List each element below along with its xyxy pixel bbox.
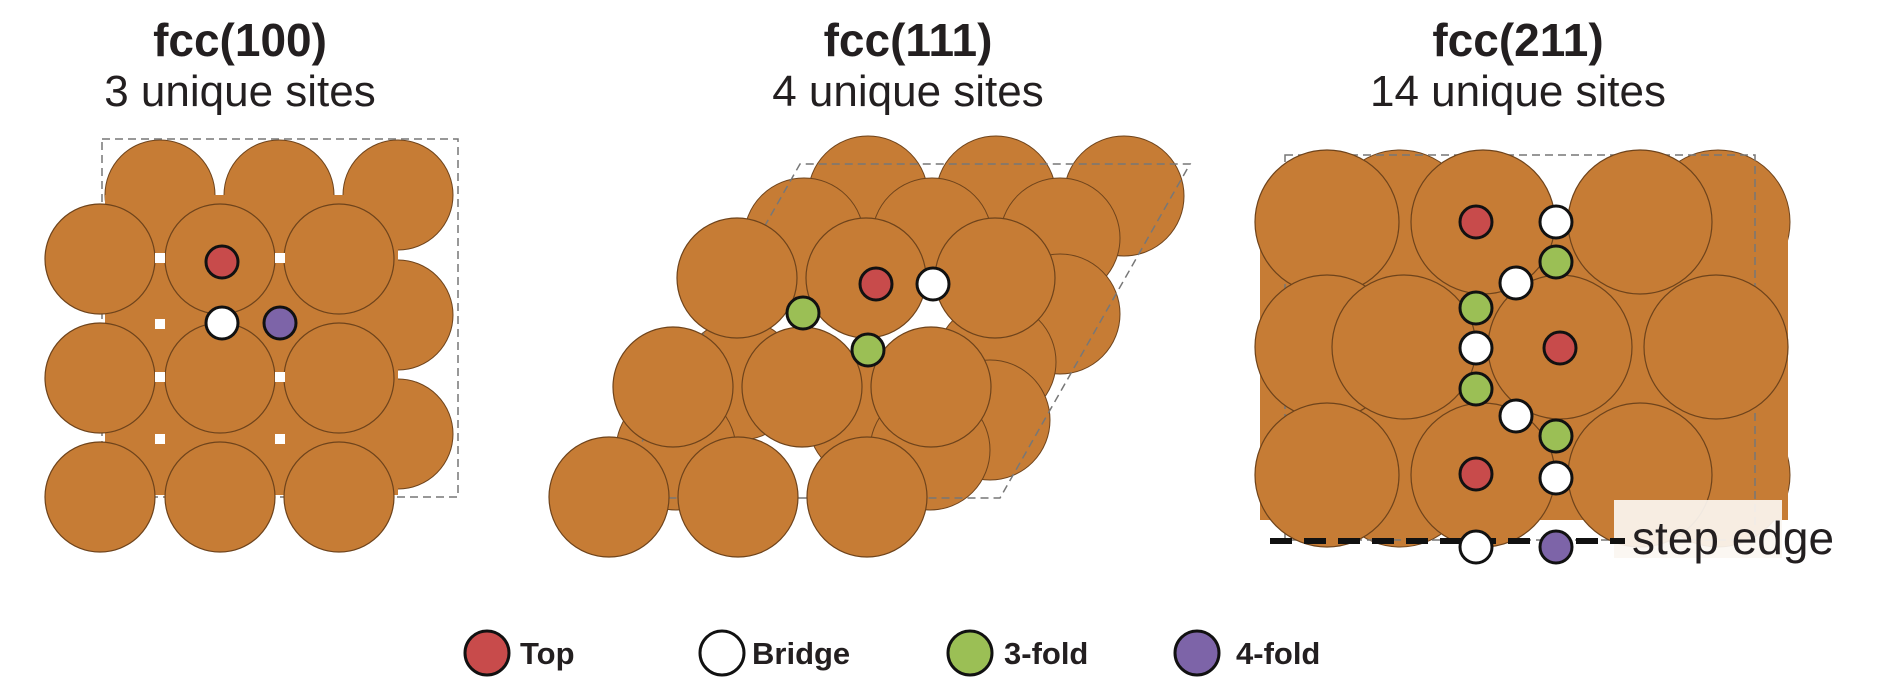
atom bbox=[741, 326, 863, 448]
hollow-gap bbox=[155, 372, 165, 382]
top-site bbox=[1458, 204, 1494, 240]
atom bbox=[164, 441, 276, 553]
threefold-site bbox=[1538, 244, 1574, 280]
threefold-site bbox=[1538, 418, 1574, 454]
atom-layer-top bbox=[44, 203, 395, 553]
threefold-site bbox=[1458, 290, 1494, 326]
legend-label: Top bbox=[520, 636, 575, 671]
atom bbox=[1254, 402, 1400, 548]
fourfold-site bbox=[262, 305, 298, 341]
step-edge-label: step edge bbox=[1632, 512, 1834, 564]
panel-title: fcc(111) bbox=[824, 14, 993, 66]
atom bbox=[934, 217, 1056, 339]
legend: Top Bridge 3-fold 4-fold bbox=[463, 629, 1320, 677]
atom bbox=[677, 436, 799, 558]
atom bbox=[612, 326, 734, 448]
threefold-site bbox=[1458, 371, 1494, 407]
hollow-gap bbox=[275, 253, 285, 263]
legend-swatch-top bbox=[463, 629, 511, 677]
panel-subtitle: 4 unique sites bbox=[772, 67, 1044, 116]
label-backdrop bbox=[1614, 500, 1782, 558]
legend-swatch-bridge bbox=[698, 629, 746, 677]
atom bbox=[676, 217, 798, 339]
bridge-site bbox=[1498, 265, 1534, 301]
bridge-site bbox=[1458, 529, 1494, 565]
atom bbox=[1643, 274, 1789, 420]
atom-layer-top bbox=[1254, 149, 1789, 548]
legend-label: 3-fold bbox=[1004, 636, 1088, 671]
bridge-site bbox=[1538, 204, 1574, 240]
panel-fcc211: fcc(211) 14 unique sites bbox=[1254, 14, 1834, 565]
legend-label: Bridge bbox=[752, 636, 850, 671]
bridge-site bbox=[1458, 330, 1494, 366]
atom bbox=[1567, 149, 1713, 295]
unit-cell-outline bbox=[1284, 154, 1756, 541]
legend-label: 4-fold bbox=[1236, 636, 1320, 671]
adsorption-sites bbox=[785, 266, 951, 368]
panel-subtitle: 14 unique sites bbox=[1370, 67, 1666, 116]
panel-fcc111: fcc(111) 4 unique sites bbox=[548, 14, 1192, 558]
top-site bbox=[858, 266, 894, 302]
bridge-site bbox=[1498, 398, 1534, 434]
atom bbox=[44, 441, 156, 553]
legend-item-bridge: Bridge bbox=[698, 629, 850, 677]
bridge-site bbox=[1538, 460, 1574, 496]
top-site bbox=[1458, 456, 1494, 492]
hollow-gap bbox=[155, 253, 165, 263]
legend-swatch-threefold bbox=[946, 629, 994, 677]
panel-fcc100: fcc(100) 3 unique sites bbox=[44, 14, 459, 553]
atom bbox=[806, 436, 928, 558]
legend-item-threefold: 3-fold bbox=[946, 629, 1088, 677]
panel-title: fcc(211) bbox=[1432, 14, 1603, 66]
bridge-site bbox=[915, 266, 951, 302]
adsorption-sites bbox=[204, 244, 298, 341]
atom bbox=[44, 322, 156, 434]
legend-item-top: Top bbox=[463, 629, 575, 677]
hollow-gap bbox=[275, 372, 285, 382]
atom bbox=[870, 326, 992, 448]
top-site bbox=[1542, 330, 1578, 366]
atom bbox=[548, 436, 670, 558]
atom bbox=[283, 441, 395, 553]
panel-subtitle: 3 unique sites bbox=[104, 67, 376, 116]
threefold-site bbox=[785, 295, 821, 331]
hollow-gap bbox=[155, 319, 165, 329]
unit-cell-outline bbox=[101, 138, 459, 498]
atom bbox=[283, 322, 395, 434]
atom bbox=[1254, 149, 1400, 295]
atom bbox=[44, 203, 156, 315]
atom bbox=[1331, 274, 1477, 420]
fourfold-site bbox=[1538, 529, 1574, 565]
legend-item-fourfold: 4-fold bbox=[1173, 629, 1320, 677]
threefold-site bbox=[850, 332, 886, 368]
atom bbox=[283, 203, 395, 315]
top-site bbox=[204, 244, 240, 280]
legend-swatch-fourfold bbox=[1173, 629, 1221, 677]
hollow-gap bbox=[275, 434, 285, 444]
adsorption-sites bbox=[1458, 204, 1578, 565]
panel-title: fcc(100) bbox=[153, 14, 327, 66]
hollow-gap bbox=[155, 434, 165, 444]
bridge-site bbox=[204, 305, 240, 341]
